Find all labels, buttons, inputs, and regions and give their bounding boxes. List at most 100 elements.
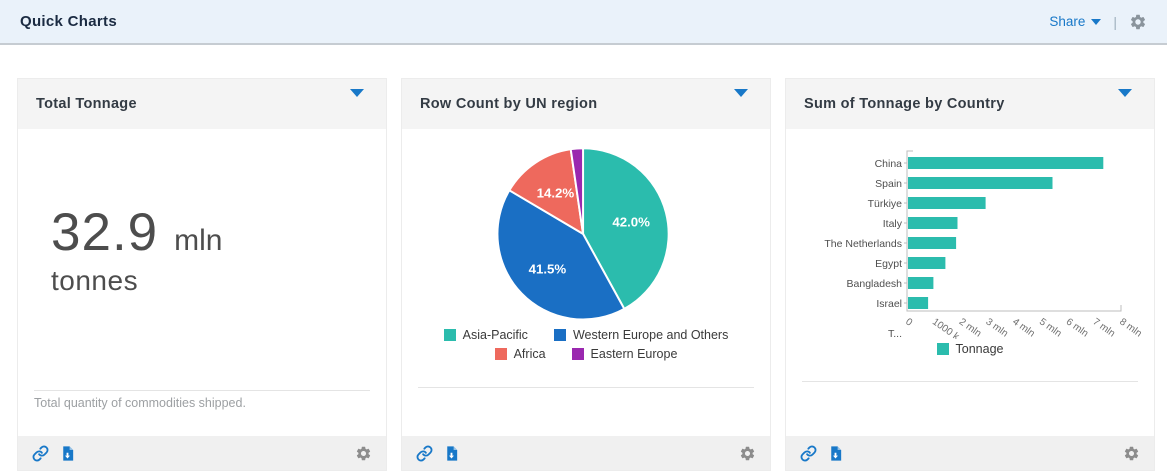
bar-chart: China Spain Türkiye Italy The Netherlands Egy… [824,150,1144,339]
card-menu-button[interactable] [1114,88,1136,116]
download-button[interactable] [59,445,76,462]
legend-swatch [936,343,949,355]
chevron-down-icon [1091,18,1102,25]
x-tick-label: 3 mln [984,316,1010,339]
link-icon [416,445,433,461]
card-menu-button[interactable] [730,88,752,116]
file-download-icon [447,445,458,461]
legend-row: Tonnage [936,342,1004,356]
legend-swatch [494,348,507,360]
bar-the-netherlands[interactable] [908,237,957,249]
x-tick-label: 2 mln [957,316,983,339]
settings-button[interactable] [1129,13,1147,31]
legend-item-eastern-europe[interactable]: Eastern Europe [571,347,678,361]
x-tick-label: 1000 k [930,316,962,339]
gear-icon [1130,14,1146,29]
bar-t-rkiye[interactable] [908,197,986,209]
bar-category-label: Spain [875,178,902,190]
card-settings-button[interactable] [1123,445,1140,462]
legend-row: Asia-Pacific Western Europe and Others [443,328,729,342]
topbar: Quick Charts Share | [0,0,1167,45]
pie-slice-label: 42.0% [612,215,650,230]
file-download-icon [831,445,842,461]
card-header: Sum of Tonnage by Country [786,79,1154,129]
x-tick-label: 8 mln [1117,316,1143,339]
pie-slice-label: 41.5% [529,261,567,276]
legend-label: Eastern Europe [590,347,678,361]
x-tick-label: 4 mln [1010,316,1036,339]
spacer [786,382,1154,436]
card-body: 32.9 mln tonnes Total quantity of commod… [18,129,386,436]
divider [802,381,1138,382]
card-total-tonnage: Total Tonnage 32.9 mln tonnes Total quan… [17,78,387,471]
legend-swatch [571,348,584,360]
bar-category-label-clipped: T... [888,328,902,339]
bar-china[interactable] [908,157,1104,169]
gear-icon [740,446,755,460]
x-tick-label: 7 mln [1091,316,1117,339]
card-row-count-by-un-region: Row Count by UN region 42.0% 41.5% 14.2% A… [401,78,771,471]
card-title: Row Count by UN region [420,96,598,112]
divider [418,387,754,388]
pie-legend: Asia-Pacific Western Europe and Others Afr… [402,328,770,361]
pie-slice-africa[interactable] [508,148,585,235]
pie-slice-western-europe-and-others[interactable] [496,189,626,321]
big-number: 32.9 mln tonnes [51,202,386,297]
bar-category-label: Italy [883,218,903,230]
link-button[interactable] [416,445,433,462]
card-settings-button[interactable] [355,445,372,462]
gear-icon [356,446,371,460]
legend-swatch [553,329,566,341]
bar-bangladesh[interactable] [908,277,934,289]
link-icon [32,445,49,461]
card-header: Row Count by UN region [402,79,770,129]
legend-item-africa[interactable]: Africa [494,347,546,361]
bar-category-label: Türkiye [868,198,903,210]
share-label: Share [1049,14,1086,29]
bar-israel[interactable] [908,297,929,309]
bar-spain[interactable] [908,177,1053,189]
pie-slice-asia-pacific[interactable] [582,147,670,310]
legend-label: Western Europe and Others [572,328,729,342]
legend-item-asia-pacific[interactable]: Asia-Pacific [443,328,528,342]
share-button[interactable]: Share [1049,14,1102,29]
card-settings-button[interactable] [739,445,756,462]
bar-category-label: Egypt [875,258,902,270]
legend-swatch [443,329,456,341]
legend-item-tonnage[interactable]: Tonnage [936,342,1004,356]
gear-icon [1124,446,1139,460]
legend-item-western-europe-and-others[interactable]: Western Europe and Others [553,328,729,342]
legend-label: Africa [513,347,546,361]
card-menu-button[interactable] [346,88,368,116]
bar-legend: Tonnage [786,342,1154,356]
link-button[interactable] [32,445,49,462]
bar-category-label: The Netherlands [824,238,902,250]
card-title: Sum of Tonnage by Country [804,96,1005,112]
link-button[interactable] [800,445,817,462]
chevron-down-icon [734,88,748,112]
separator: | [1113,13,1117,30]
spacer [402,388,770,436]
page-title: Quick Charts [20,13,117,30]
axis-lines [906,150,1122,312]
legend-row: Africa Eastern Europe [494,347,678,361]
spacer [18,410,386,436]
cards-row: Total Tonnage 32.9 mln tonnes Total quan… [0,45,1167,471]
metric-value: 32.9 [51,203,159,262]
download-button[interactable] [443,445,460,462]
card-sum-of-tonnage-by-country: Sum of Tonnage by Country China Spain Türk… [785,78,1155,471]
metric-unit-line2: tonnes [51,265,139,296]
card-header: Total Tonnage [18,79,386,129]
pie-slice-eastern-europe[interactable] [569,147,585,235]
download-button[interactable] [827,445,844,462]
card-footer [402,436,770,470]
bar-category-label: Bangladesh [847,278,903,290]
legend-label: Tonnage [955,342,1004,356]
x-tick-label: 6 mln [1064,316,1090,339]
link-icon [800,445,817,461]
card-caption: Total quantity of commodities shipped. [34,396,246,410]
card-body: China Spain Türkiye Italy The Netherlands Egy… [786,129,1154,436]
card-footer [18,436,386,470]
bar-italy[interactable] [908,217,958,229]
bar-egypt[interactable] [908,257,946,269]
